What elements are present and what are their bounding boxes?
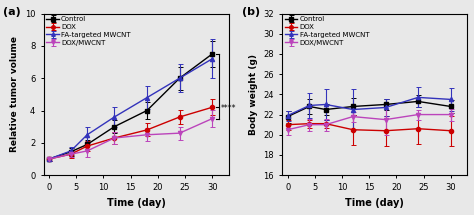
Text: (b): (b) [242,7,260,17]
Legend: Control, DOX, FA-targeted MWCNT, DOX/MWCNT: Control, DOX, FA-targeted MWCNT, DOX/MWC… [46,16,131,46]
X-axis label: Time (day): Time (day) [345,198,404,208]
Text: (a): (a) [3,7,21,17]
Y-axis label: Relative tumor volume: Relative tumor volume [10,36,19,152]
X-axis label: Time (day): Time (day) [107,198,165,208]
Y-axis label: Body weight (g): Body weight (g) [249,54,258,135]
Legend: Control, DOX, FA-targeted MWCNT, DOX/MWCNT: Control, DOX, FA-targeted MWCNT, DOX/MWC… [284,16,370,46]
Text: ****: **** [221,104,237,113]
